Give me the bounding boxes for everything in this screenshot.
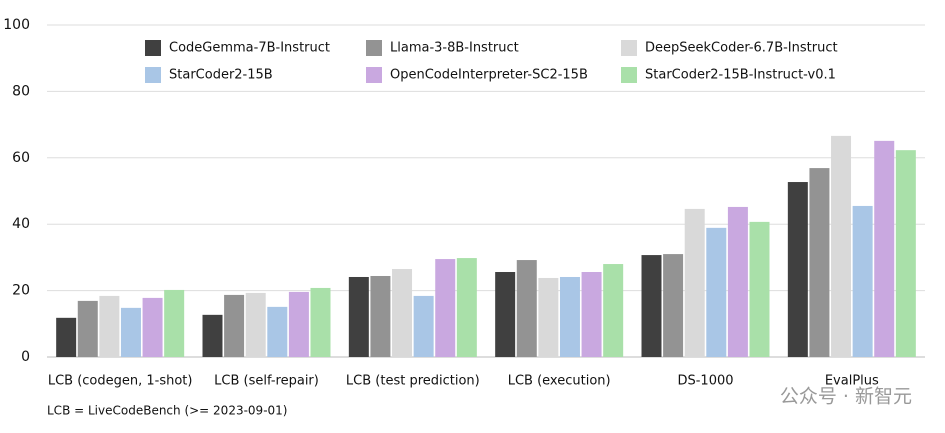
- footnote: LCB = LiveCodeBench (>= 2023-09-01): [47, 404, 287, 418]
- bar: [435, 259, 456, 357]
- legend-swatch: [145, 67, 161, 83]
- bar: [310, 287, 331, 357]
- bar: [202, 314, 223, 357]
- legend-label: DeepSeekCoder-6.7B-Instruct: [645, 41, 838, 56]
- bar: [495, 272, 516, 357]
- y-tick-label: 60: [12, 150, 30, 166]
- bar: [684, 208, 705, 357]
- bar: [581, 272, 602, 357]
- bar: [120, 307, 141, 357]
- bar: [370, 275, 391, 357]
- y-tick-label: 100: [3, 17, 30, 33]
- legend-label: StarCoder2-15B-Instruct-v0.1: [645, 68, 836, 83]
- legend-swatch: [145, 40, 161, 56]
- x-tick-label: LCB (execution): [508, 374, 611, 389]
- legend-label: CodeGemma-7B-Instruct: [169, 41, 330, 56]
- bar: [809, 168, 830, 357]
- bar: [288, 291, 309, 357]
- bar: [267, 306, 288, 357]
- legend-label: Llama-3-8B-Instruct: [390, 41, 519, 56]
- legend-swatch: [621, 67, 637, 83]
- bar: [142, 297, 163, 357]
- bar: [392, 269, 413, 357]
- bar: [559, 276, 580, 357]
- x-tick-label: DS-1000: [677, 374, 733, 389]
- bar: [727, 206, 748, 357]
- bar: [706, 227, 727, 357]
- watermark: 公众号 · 新智元: [780, 386, 912, 408]
- legend-swatch: [621, 40, 637, 56]
- legend-swatch: [366, 67, 382, 83]
- y-tick-label: 80: [12, 83, 30, 99]
- x-tick-label: LCB (codegen, 1-shot): [48, 374, 193, 389]
- bar: [603, 264, 624, 357]
- x-tick-label: LCB (test prediction): [346, 374, 480, 389]
- bar: [56, 317, 77, 357]
- bar: [516, 260, 537, 357]
- bar: [164, 289, 185, 357]
- bar: [641, 255, 662, 357]
- bar: [895, 150, 916, 357]
- bar: [245, 292, 266, 357]
- y-tick-label: 20: [12, 283, 30, 299]
- bar: [77, 300, 98, 357]
- legend-label: OpenCodeInterpreter-SC2-15B: [390, 68, 588, 83]
- bar: [456, 258, 477, 357]
- bar: [874, 140, 895, 357]
- bar: [787, 182, 808, 357]
- bar: [99, 295, 120, 357]
- bar: [749, 221, 770, 357]
- bar: [831, 135, 852, 357]
- bar: [413, 295, 434, 357]
- bar: [538, 277, 559, 357]
- y-tick-label: 0: [21, 349, 30, 365]
- bar: [348, 276, 369, 357]
- x-tick-label: LCB (self-repair): [214, 374, 319, 389]
- y-tick-label: 40: [12, 216, 30, 232]
- bar: [224, 294, 245, 357]
- bar: [852, 205, 873, 357]
- x-tick-label: EvalPlus: [825, 374, 879, 389]
- legend-label: StarCoder2-15B: [169, 68, 273, 83]
- legend-swatch: [366, 40, 382, 56]
- bar: [663, 254, 684, 357]
